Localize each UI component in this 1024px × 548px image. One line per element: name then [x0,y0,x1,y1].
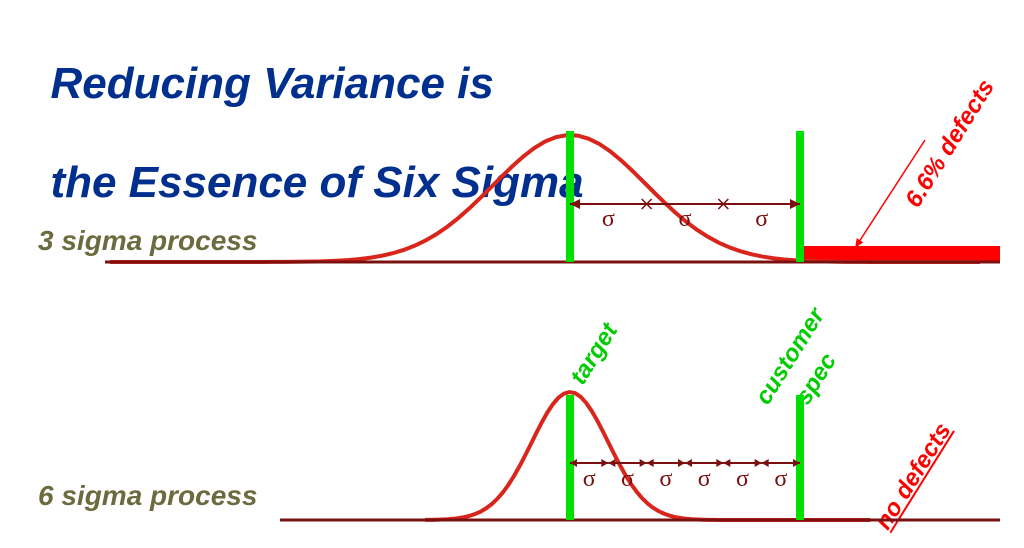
sigma-symbol: σ [602,206,615,232]
sigma-symbol: σ [679,206,692,232]
sigma-symbol: σ [621,466,634,492]
defect-pointer [855,140,925,248]
six-sigma-diagram: σσσσσσσσσ [0,0,1024,548]
sigma-symbol: σ [698,466,711,492]
sigma-symbol: σ [583,466,596,492]
sigma-symbol: σ [774,466,787,492]
sigma-symbol: σ [736,466,749,492]
sigma-symbol: σ [755,206,768,232]
sigma-symbol: σ [659,466,672,492]
curve-3-sigma [110,135,980,262]
